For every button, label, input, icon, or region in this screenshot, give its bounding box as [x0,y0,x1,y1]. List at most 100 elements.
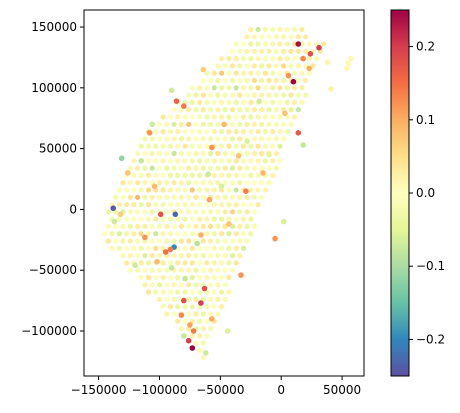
data-point [260,170,266,176]
spot [182,129,188,135]
spot [200,165,206,171]
spot [189,187,195,193]
spot [277,56,283,62]
spot [167,304,173,310]
colorbar-tick-label: −0.1 [416,259,445,273]
spot [270,172,276,178]
spot [226,245,232,251]
spot [204,187,210,193]
data-point [266,151,272,158]
spot [156,223,163,229]
spot [197,114,203,120]
spot [189,158,195,164]
spot [182,260,188,266]
spot [222,209,228,215]
spot [306,70,312,76]
spot [186,180,192,186]
spot [229,150,236,157]
spot [211,99,217,105]
y-tick-label: 50000 [39,142,77,156]
spot [208,121,214,127]
spot [175,260,181,266]
spot [204,143,210,149]
spot [175,158,181,164]
spot [164,267,170,273]
x-tick-label: −50000 [196,383,244,397]
spot [226,260,232,266]
data-point [157,211,164,218]
spot [120,253,126,259]
spot [313,56,320,62]
spot [204,158,210,164]
spot [197,274,203,281]
spot [255,172,261,178]
spot [215,223,221,229]
spot [273,77,279,84]
spot [244,194,250,200]
spot [124,202,130,208]
data-point [344,65,350,72]
spot [197,333,203,339]
spot [153,245,159,251]
spot [164,150,170,157]
spot [175,114,181,120]
spot [156,194,163,200]
spot [160,304,166,310]
data-point [316,44,322,51]
spot [262,143,268,149]
spot [135,150,141,157]
spot [116,202,122,208]
spot [211,260,217,266]
spot [255,85,261,91]
spot [251,121,257,127]
spot [262,26,268,33]
spot [219,129,225,135]
spot [149,238,155,244]
spot [266,34,272,40]
spot [211,216,217,222]
y-axis: −100000 −50000 0 50000 100000 150000 [21,20,84,338]
spot [219,202,225,208]
spot [182,289,188,295]
spot [229,180,236,186]
spot [284,41,290,47]
spot [145,202,152,208]
data-point [347,55,354,62]
spot [178,180,184,186]
spot [171,180,177,186]
spot [145,158,152,164]
spot [105,238,111,244]
spot [240,114,247,120]
spot [160,158,166,164]
spot [240,99,247,105]
spot [270,70,276,76]
spot [193,340,199,346]
spot [204,260,210,266]
data-point [285,72,292,79]
spot [237,136,243,142]
spot [197,289,203,295]
spot [273,92,279,98]
data-point [243,188,249,194]
spot [226,85,232,91]
spot [255,143,261,149]
spot [299,99,305,105]
spot [215,180,221,186]
data-point [178,312,185,319]
spot [259,121,265,127]
spot [255,202,261,208]
spot [266,77,272,84]
spot [292,70,298,76]
spot [237,180,243,186]
spot [171,238,177,244]
spot [145,143,152,149]
spot [160,187,166,193]
spot [219,216,225,222]
spot [197,143,203,149]
spot [197,202,203,208]
data-point [187,322,193,328]
spot [251,107,257,113]
spot [255,26,261,33]
spot [164,209,170,215]
x-tick-label: −150000 [71,383,127,397]
